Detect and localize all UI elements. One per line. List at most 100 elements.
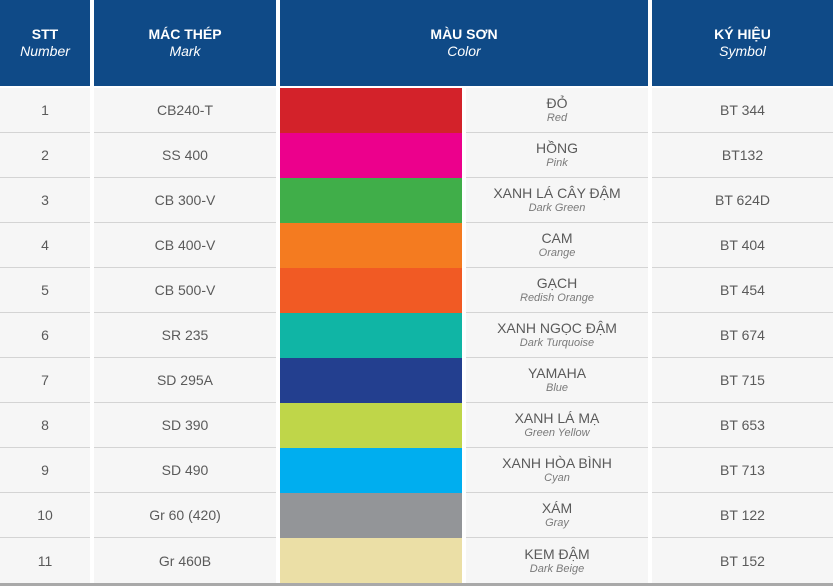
color-name-vi: CAM xyxy=(541,230,573,246)
cell-number: 7 xyxy=(0,358,90,403)
color-name-en: Dark Turquoise xyxy=(519,337,595,349)
header-symbol-vi: KÝ HIỆU xyxy=(714,26,771,42)
cell-color-name: CAM Orange xyxy=(466,223,648,268)
cell-mark: SD 295A xyxy=(94,358,276,403)
cell-color-name: XANH LÁ MẠ Green Yellow xyxy=(466,403,648,448)
table-row: 7 SD 295A YAMAHA Blue BT 715 xyxy=(0,358,833,403)
cell-color-name: YAMAHA Blue xyxy=(466,358,648,403)
color-name-vi: XANH HÒA BÌNH xyxy=(502,455,612,471)
cell-color-name: ĐỎ Red xyxy=(466,88,648,133)
cell-mark: SS 400 xyxy=(94,133,276,178)
cell-color-name: XÁM Gray xyxy=(466,493,648,538)
color-name-en: Gray xyxy=(545,517,569,529)
color-name-vi: XÁM xyxy=(541,500,573,516)
color-name-vi: HỒNG xyxy=(536,140,578,156)
cell-color-name: KEM ĐẬM Dark Beige xyxy=(466,538,648,583)
cell-symbol: BT 344 xyxy=(652,88,833,133)
color-swatch xyxy=(280,493,462,538)
color-name-en: Dark Beige xyxy=(529,562,585,575)
color-name-en: Blue xyxy=(545,382,569,394)
header-mark-vi: MÁC THÉP xyxy=(148,26,222,42)
header-mark: MÁC THÉP Mark xyxy=(94,0,276,86)
table-row: 9 SD 490 XANH HÒA BÌNH Cyan BT 713 xyxy=(0,448,833,493)
color-name-en: Green Yellow xyxy=(524,427,590,439)
cell-number: 8 xyxy=(0,403,90,448)
color-name-en: Red xyxy=(546,112,568,124)
cell-symbol: BT 152 xyxy=(652,538,833,583)
color-swatch xyxy=(280,358,462,403)
table-row: 11 Gr 460B KEM ĐẬM Dark Beige BT 152 xyxy=(0,538,833,583)
color-swatch xyxy=(280,268,462,313)
color-name-vi: XANH LÁ MẠ xyxy=(514,410,600,426)
color-name-en: Redish Orange xyxy=(520,292,594,304)
color-name-en: Pink xyxy=(546,157,568,169)
cell-mark: CB 500-V xyxy=(94,268,276,313)
cell-symbol: BT132 xyxy=(652,133,833,178)
table-row: 5 CB 500-V GẠCH Redish Orange BT 454 xyxy=(0,268,833,313)
cell-number: 6 xyxy=(0,313,90,358)
cell-mark: SR 235 xyxy=(94,313,276,358)
cell-mark: CB 300-V xyxy=(94,178,276,223)
table-row: 4 CB 400-V CAM Orange BT 404 xyxy=(0,223,833,268)
cell-mark: Gr 460B xyxy=(94,538,276,583)
cell-color-name: XANH HÒA BÌNH Cyan xyxy=(466,448,648,493)
table-row: 6 SR 235 XANH NGỌC ĐẬM Dark Turquoise BT 674 xyxy=(0,313,833,358)
color-swatch xyxy=(280,223,462,268)
color-name-vi: KEM ĐẬM xyxy=(524,545,590,562)
header-color-en: Color xyxy=(447,43,481,59)
cell-symbol: BT 122 xyxy=(652,493,833,538)
table-row: 3 CB 300-V XANH LÁ CÂY ĐẬM Dark Green BT 624… xyxy=(0,178,833,223)
cell-symbol: BT 713 xyxy=(652,448,833,493)
table-row: 2 SS 400 HỒNG Pink BT132 xyxy=(0,133,833,178)
cell-number: 10 xyxy=(0,493,90,538)
cell-symbol: BT 715 xyxy=(652,358,833,403)
cell-mark: SD 390 xyxy=(94,403,276,448)
color-swatch xyxy=(280,88,462,133)
color-name-en: Orange xyxy=(538,247,576,259)
cell-mark: CB 400-V xyxy=(94,223,276,268)
cell-color-name: XANH NGỌC ĐẬM Dark Turquoise xyxy=(466,313,648,358)
cell-number: 3 xyxy=(0,178,90,223)
color-swatch xyxy=(280,448,462,493)
cell-symbol: BT 674 xyxy=(652,313,833,358)
color-name-vi: GẠCH xyxy=(536,275,578,291)
color-name-vi: YAMAHA xyxy=(527,365,587,381)
header-stt-vi: STT xyxy=(31,26,59,42)
cell-color-name: HỒNG Pink xyxy=(466,133,648,178)
cell-symbol: BT 624D xyxy=(652,178,833,223)
color-swatch xyxy=(280,538,462,583)
header-stt: STT Number xyxy=(0,0,90,86)
cell-symbol: BT 404 xyxy=(652,223,833,268)
color-swatch xyxy=(280,403,462,448)
cell-symbol: BT 653 xyxy=(652,403,833,448)
cell-number: 9 xyxy=(0,448,90,493)
color-name-en: Dark Green xyxy=(528,202,586,214)
table-header: STT Number MÁC THÉP Mark MÀU SƠN Color KÝ H… xyxy=(0,0,833,86)
color-name-vi: XANH NGỌC ĐẬM xyxy=(497,320,617,336)
color-swatch xyxy=(280,313,462,358)
table-row: 1 CB240-T ĐỎ Red BT 344 xyxy=(0,88,833,133)
header-mark-en: Mark xyxy=(169,43,201,59)
color-swatch xyxy=(280,133,462,178)
table-body: 1 CB240-T ĐỎ Red BT 344 2 SS 400 HỒNG Pink BT132 3… xyxy=(0,88,833,586)
header-color-vi: MÀU SƠN xyxy=(430,26,498,42)
header-symbol: KÝ HIỆU Symbol xyxy=(652,0,833,86)
header-stt-en: Number xyxy=(20,43,70,59)
cell-mark: CB240-T xyxy=(94,88,276,133)
cell-color-name: XANH LÁ CÂY ĐẬM Dark Green xyxy=(466,178,648,223)
header-symbol-en: Symbol xyxy=(719,43,766,59)
cell-symbol: BT 454 xyxy=(652,268,833,313)
cell-number: 4 xyxy=(0,223,90,268)
color-swatch xyxy=(280,178,462,223)
table-row: 10 Gr 60 (420) XÁM Gray BT 122 xyxy=(0,493,833,538)
cell-number: 2 xyxy=(0,133,90,178)
color-name-vi: ĐỎ xyxy=(546,95,568,111)
cell-number: 11 xyxy=(0,538,90,583)
color-name-vi: XANH LÁ CÂY ĐẬM xyxy=(493,185,621,201)
header-color: MÀU SƠN Color xyxy=(280,0,648,86)
cell-mark: SD 490 xyxy=(94,448,276,493)
color-name-en: Cyan xyxy=(544,472,570,484)
cell-mark: Gr 60 (420) xyxy=(94,493,276,538)
table-row: 8 SD 390 XANH LÁ MẠ Green Yellow BT 653 xyxy=(0,403,833,448)
cell-color-name: GẠCH Redish Orange xyxy=(466,268,648,313)
